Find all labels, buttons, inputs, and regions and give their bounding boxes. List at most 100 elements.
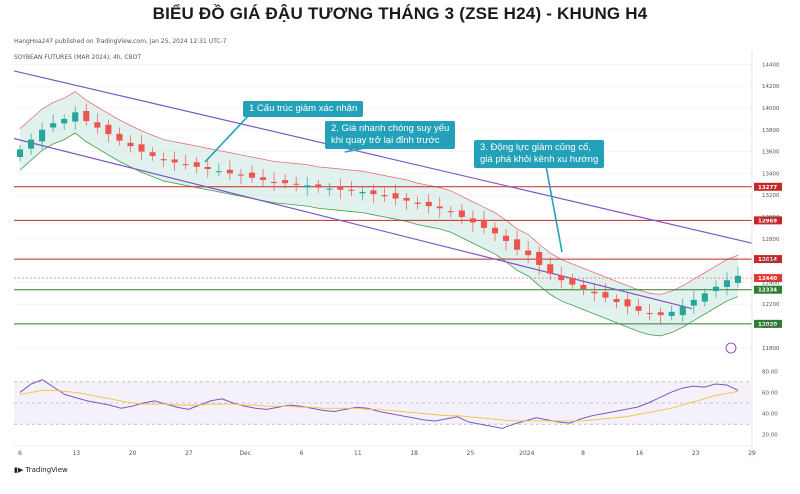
candle-body <box>734 275 742 283</box>
x-tick-label: 23 <box>692 450 700 457</box>
tradingview-logo: ▮▶ TradingView <box>14 466 68 474</box>
publisher-line: HangHoa247 published on TradingView.com,… <box>14 38 227 45</box>
rsi-tick-label: 60.00 <box>762 390 778 396</box>
current-price-label: 12440 <box>758 276 777 282</box>
candle-body <box>502 235 510 241</box>
level-tag-12020 <box>754 319 782 328</box>
candle-body <box>127 142 134 147</box>
candle-body <box>679 306 686 316</box>
candle-body <box>215 171 222 173</box>
x-tick-label: 27 <box>185 450 193 457</box>
candle-body <box>469 218 476 223</box>
level-label-12334: 12334 <box>758 288 777 294</box>
candle-body <box>514 239 521 250</box>
candle-body <box>193 162 200 167</box>
tradingview-icon: ▮▶ <box>14 466 26 474</box>
level-label-12969: 12969 <box>758 218 777 224</box>
price-tick-label: 13800 <box>762 128 780 134</box>
candle-body <box>326 188 333 190</box>
candles <box>16 103 742 324</box>
level-label-12020: 12020 <box>758 322 777 328</box>
price-tick-label: 13400 <box>762 171 780 177</box>
annotation-3: 3. Động lực giảm củng cố, giá phá khỏi k… <box>474 140 605 168</box>
candle-body <box>138 144 145 152</box>
price-tick-label: 14200 <box>762 84 780 90</box>
candle-body <box>282 180 289 184</box>
candle-body <box>635 306 642 311</box>
candle-body <box>569 278 576 285</box>
price-tick-label: 14400 <box>762 62 780 68</box>
candle-body <box>624 299 631 307</box>
level-label-12614: 12614 <box>758 257 777 263</box>
candle-body <box>657 312 664 316</box>
candle-body <box>359 191 366 194</box>
price-tick-label: 12600 <box>762 259 780 265</box>
price-tick-label: 13200 <box>762 193 780 199</box>
price-tick-label: 12200 <box>762 302 780 308</box>
candle-body <box>105 124 112 135</box>
channel-upper-line <box>13 70 753 244</box>
candle-body <box>701 293 708 302</box>
price-levels: 13277 12969 12614 12334 12020 12440 <box>14 182 782 328</box>
level-tag-12334 <box>754 285 782 294</box>
candle-body <box>580 284 587 289</box>
candle-body <box>690 299 697 306</box>
annotation-1: 1 Cấu trúc giảm xác nhận <box>243 101 364 117</box>
candle-body <box>72 112 79 122</box>
channel-lower-line <box>13 137 693 310</box>
candle-body <box>171 159 178 163</box>
rsi-panel: 80.00 60.00 40.00 20.00 <box>14 369 778 439</box>
x-tick-label: 6 <box>18 450 22 457</box>
candle-body <box>723 280 730 287</box>
price-tick-label: 13000 <box>762 215 780 221</box>
candle-body <box>525 250 532 256</box>
price-tick-label: 14000 <box>762 106 780 112</box>
candle-body <box>536 251 543 265</box>
price-tick-label: 12400 <box>762 280 780 286</box>
symbol-line: SOYBEAN FUTURES (MAR 2024), 4h, CBOT <box>14 54 141 61</box>
arrow-1 <box>204 113 251 163</box>
x-tick-label: 20 <box>129 450 137 457</box>
price-tick-label: 13600 <box>762 150 780 156</box>
rsi-tick-label: 80.00 <box>762 369 778 375</box>
candle-body <box>160 159 167 161</box>
candle-body <box>182 164 189 166</box>
candle-body <box>293 183 300 185</box>
candle-body <box>414 202 421 204</box>
candle-body <box>381 195 388 197</box>
candle-body <box>237 174 244 176</box>
candle-body <box>458 210 465 217</box>
candle-body <box>491 227 499 234</box>
candle-body <box>28 139 35 149</box>
annotation-2: 2. Giá nhanh chóng suy yếu khi quay trở … <box>325 121 456 149</box>
candle-body <box>248 172 256 178</box>
candle-body <box>447 211 454 213</box>
candle-body <box>271 181 278 183</box>
candle-body <box>613 298 620 303</box>
candle-body <box>83 111 90 122</box>
candle-body <box>425 201 432 207</box>
candle-body <box>436 206 443 209</box>
candle-body <box>116 133 123 141</box>
x-tick-label: 29 <box>748 450 756 457</box>
candle-body <box>348 189 355 191</box>
level-tag-13277 <box>754 182 782 191</box>
x-tick-label: 8 <box>581 450 585 457</box>
candle-body <box>370 190 377 195</box>
rsi-series-ma <box>19 389 739 422</box>
candle-body <box>16 149 24 158</box>
candle-body <box>591 291 598 294</box>
x-tick-label: 25 <box>467 450 475 457</box>
x-tick-label: 16 <box>636 450 644 457</box>
candle-body <box>50 123 57 128</box>
candle-body <box>480 219 487 228</box>
x-tick-label: 18 <box>410 450 418 457</box>
current-price-tag <box>754 274 782 283</box>
candle-body <box>392 193 399 199</box>
lightning-icon <box>725 342 737 354</box>
time-axis: 6 13 20 27 Dec 6 11 18 25 2024 8 16 23 29 <box>14 445 756 457</box>
level-tag-12969 <box>754 216 782 225</box>
candle-body <box>712 286 719 292</box>
rsi-tick-label: 40.00 <box>762 412 778 418</box>
